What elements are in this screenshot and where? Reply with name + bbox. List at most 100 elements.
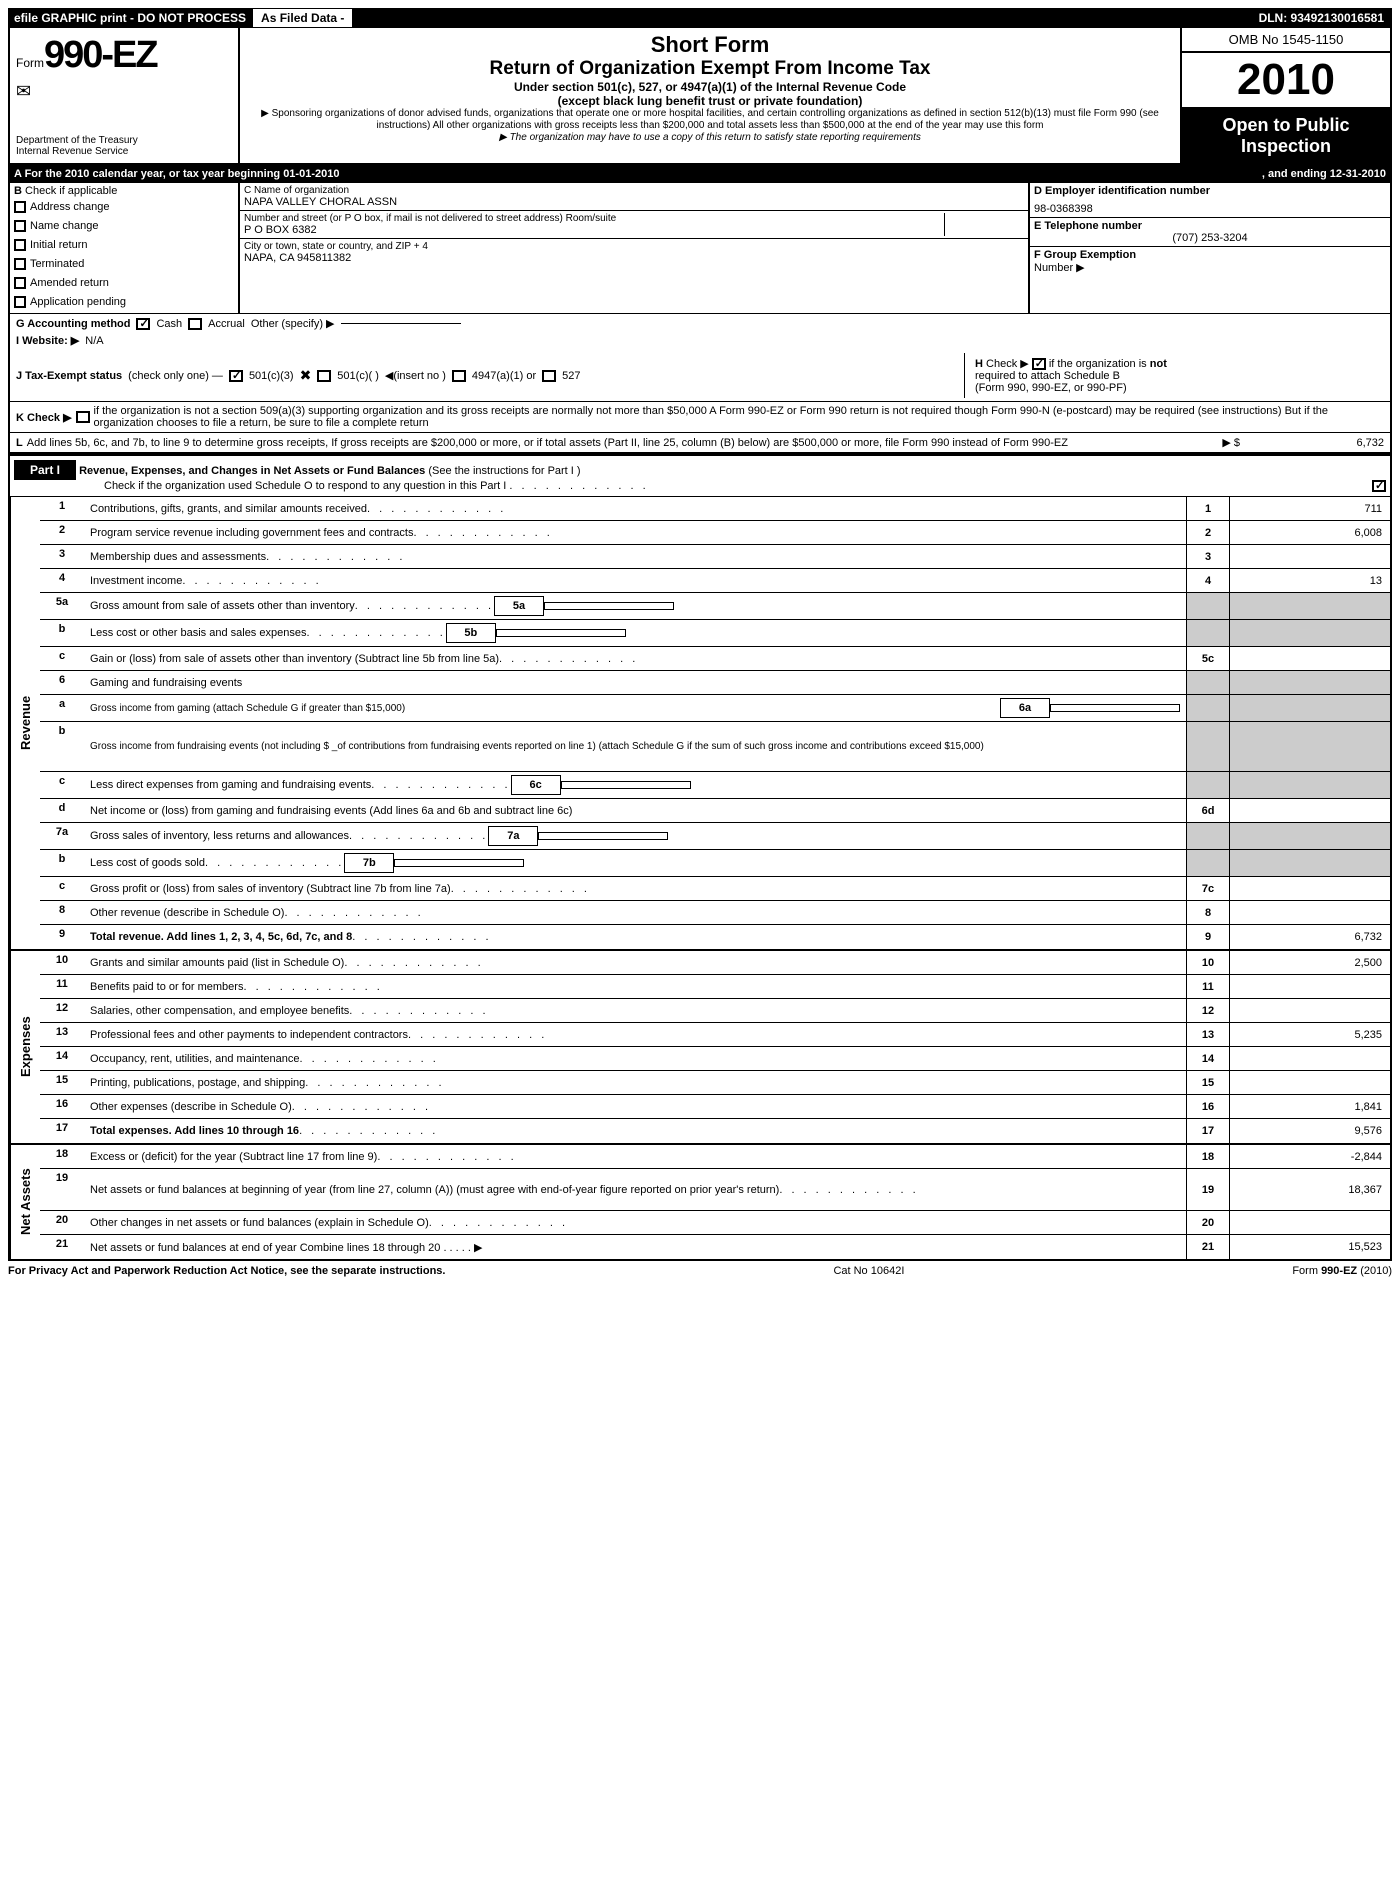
- l5c-desc: Gain or (loss) from sale of assets other…: [90, 653, 499, 665]
- expenses-table: Expenses 10Grants and similar amounts pa…: [8, 951, 1392, 1145]
- l14-val: [1230, 1047, 1390, 1070]
- l6b-desc: Gross income from fundraising events (no…: [90, 741, 984, 752]
- l6d-num: d: [40, 799, 84, 822]
- name-change-label: Name change: [30, 220, 99, 232]
- footer-right: Form 990-EZ (2010): [1292, 1265, 1392, 1277]
- l16-desc: Other expenses (describe in Schedule O): [90, 1101, 292, 1113]
- revenue-label: Revenue: [10, 497, 40, 949]
- l12-num: 12: [40, 999, 84, 1022]
- l9-val: 6,732: [1230, 925, 1390, 949]
- f-label: F Group Exemption: [1034, 249, 1136, 261]
- title-short-form: Short Form: [250, 32, 1170, 58]
- street-value: P O BOX 6382: [244, 224, 944, 236]
- amended-label: Amended return: [30, 277, 109, 289]
- footer-left: For Privacy Act and Paperwork Reduction …: [8, 1265, 445, 1277]
- l20-num: 20: [40, 1211, 84, 1234]
- l5b-num: b: [40, 620, 84, 646]
- footer-mid: Cat No 10642I: [833, 1265, 904, 1277]
- cb-cash[interactable]: [136, 318, 150, 330]
- l1-num: 1: [40, 497, 84, 520]
- open-public-1: Open to Public: [1188, 115, 1384, 136]
- cash-label: Cash: [156, 318, 182, 330]
- part1-label: Part I: [14, 460, 76, 480]
- l6a-num: a: [40, 695, 84, 721]
- l11-desc: Benefits paid to or for members: [90, 981, 243, 993]
- j-label: J Tax-Exempt status: [16, 370, 122, 382]
- l7c-ln: 7c: [1186, 877, 1230, 900]
- l6c-num: c: [40, 772, 84, 798]
- l17-desc: Total expenses. Add lines 10 through 16: [90, 1125, 299, 1137]
- l15-val: [1230, 1071, 1390, 1094]
- l6c-in: 6c: [511, 775, 561, 795]
- l5b-in: 5b: [446, 623, 496, 643]
- part1-title: Revenue, Expenses, and Changes in Net As…: [79, 465, 425, 477]
- cb-amended[interactable]: [14, 277, 26, 289]
- line-a-end: , and ending 12-31-2010: [1262, 168, 1386, 180]
- l10-desc: Grants and similar amounts paid (list in…: [90, 957, 344, 969]
- cb-k[interactable]: [76, 411, 90, 423]
- cb-pending[interactable]: [14, 296, 26, 308]
- l13-desc: Professional fees and other payments to …: [90, 1029, 408, 1041]
- l14-desc: Occupancy, rent, utilities, and maintena…: [90, 1053, 300, 1065]
- l14-ln: 14: [1186, 1047, 1230, 1070]
- l5a-num: 5a: [40, 593, 84, 619]
- l6b-num: b: [40, 722, 84, 771]
- accrual-label: Accrual: [208, 318, 245, 330]
- l18-val: -2,844: [1230, 1145, 1390, 1168]
- f-label2: Number ▶: [1034, 262, 1085, 274]
- l7b-num: b: [40, 850, 84, 876]
- l5c-val: [1230, 647, 1390, 670]
- 527-label: 527: [562, 370, 580, 382]
- title-return: Return of Organization Exempt From Incom…: [250, 58, 1170, 80]
- l21-num: 21: [40, 1235, 84, 1259]
- initial-label: Initial return: [30, 239, 87, 251]
- cb-part1[interactable]: [1372, 480, 1386, 492]
- l4-val: 13: [1230, 569, 1390, 592]
- org-info-row: B Check if applicable Address change Nam…: [8, 183, 1392, 314]
- l13-ln: 13: [1186, 1023, 1230, 1046]
- l19-ln: 19: [1186, 1169, 1230, 1210]
- cb-501c3[interactable]: [229, 370, 243, 382]
- l3-val: [1230, 545, 1390, 568]
- h-text1: Check ▶: [986, 358, 1029, 370]
- l2-desc: Program service revenue including govern…: [90, 527, 413, 539]
- k-label: K Check ▶: [16, 411, 72, 424]
- city-label: City or town, state or country, and ZIP …: [244, 241, 1024, 252]
- terminated-label: Terminated: [30, 258, 84, 270]
- cb-name-change[interactable]: [14, 220, 26, 232]
- l10-num: 10: [40, 951, 84, 974]
- cb-501c[interactable]: [317, 370, 331, 382]
- cb-527[interactable]: [542, 370, 556, 382]
- l20-desc: Other changes in net assets or fund bala…: [90, 1217, 429, 1229]
- l1-val: 711: [1230, 497, 1390, 520]
- l20-val: [1230, 1211, 1390, 1234]
- l5c-ln: 5c: [1186, 647, 1230, 670]
- cb-addr-change[interactable]: [14, 201, 26, 213]
- form-number: 990-EZ: [44, 34, 157, 77]
- l-amt: 6,732: [1244, 437, 1384, 449]
- l6d-val: [1230, 799, 1390, 822]
- pending-label: Application pending: [30, 296, 126, 308]
- tax-year: 2010: [1182, 53, 1390, 109]
- line-a-bar: A For the 2010 calendar year, or tax yea…: [8, 165, 1392, 183]
- cb-terminated[interactable]: [14, 258, 26, 270]
- l6a-desc: Gross income from gaming (attach Schedul…: [90, 703, 405, 714]
- l10-val: 2,500: [1230, 951, 1390, 974]
- cb-4947[interactable]: [452, 370, 466, 382]
- l16-num: 16: [40, 1095, 84, 1118]
- l15-ln: 15: [1186, 1071, 1230, 1094]
- l21-ln: 21: [1186, 1235, 1230, 1259]
- l16-val: 1,841: [1230, 1095, 1390, 1118]
- l6-desc: Gaming and fundraising events: [90, 677, 242, 689]
- l11-num: 11: [40, 975, 84, 998]
- cb-accrual[interactable]: [188, 318, 202, 330]
- topbar-left: efile GRAPHIC print - DO NOT PROCESS: [8, 9, 252, 27]
- footer: For Privacy Act and Paperwork Reduction …: [8, 1261, 1392, 1281]
- b-label: B: [14, 185, 22, 197]
- l5c-num: c: [40, 647, 84, 670]
- l1-desc: Contributions, gifts, grants, and simila…: [90, 503, 367, 515]
- l4-desc: Investment income: [90, 575, 182, 587]
- cb-initial[interactable]: [14, 239, 26, 251]
- cb-h[interactable]: [1032, 358, 1046, 370]
- l8-val: [1230, 901, 1390, 924]
